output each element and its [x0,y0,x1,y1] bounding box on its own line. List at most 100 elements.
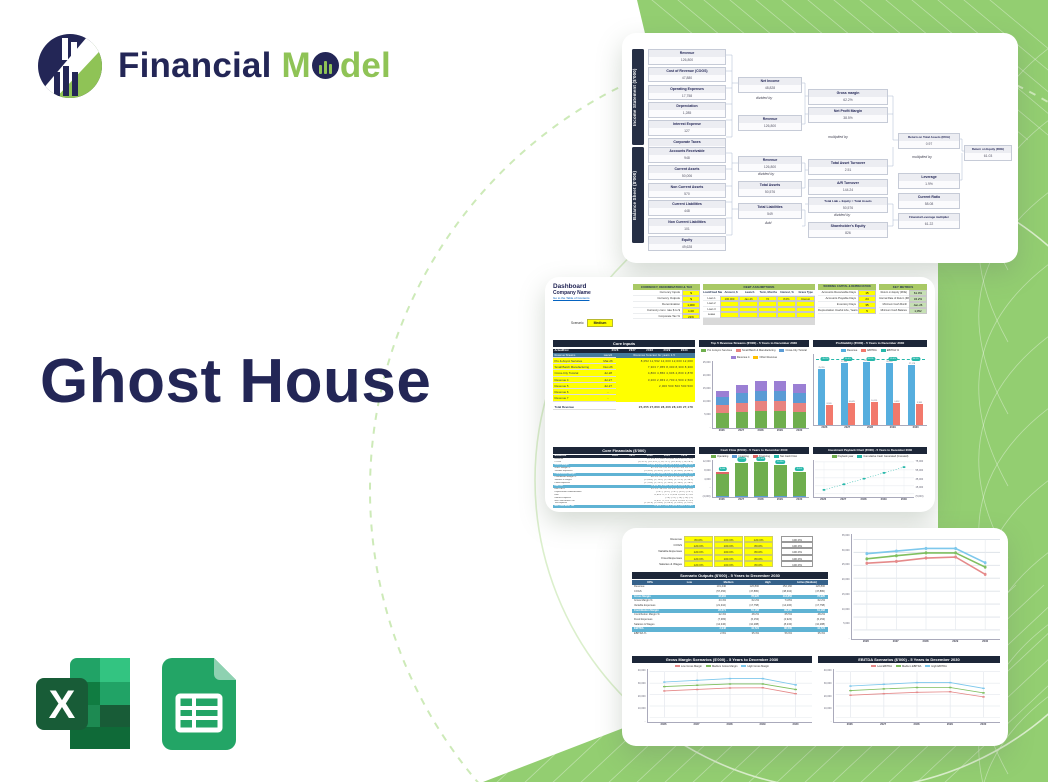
legend-swatch [710,455,716,458]
legend-item: High Gross Margin [741,665,769,668]
legend-swatch [857,455,863,458]
operator-multiplied-by: multiplied by [912,155,932,159]
scenario-assumptions-table: Revenue 80.0% 100.0% 120.0% 100.0% COGS 120.0%… [632,536,828,567]
revenue-scenarios-line-chart [851,534,1000,640]
flow-box-total-assets: Total Assets 50,576 [738,181,802,197]
flow-box-leverage: Leverage 1.9% [898,173,960,189]
scenario-value-chip: Medium [586,319,614,327]
debt-table-row: Loan 1 100,000 Jan-26 72 8.0% Interest [703,295,815,302]
assumption-row: Revenue 80.0% 100.0% 120.0% 100.0% [632,536,828,543]
top5-stacked-bar-chart [712,361,809,429]
flow-box-total-liab-equity: Total Liab + Equity = Total Assets 50,576 [808,197,888,213]
payback-line-chart [813,460,914,498]
google-sheets-icon [162,657,236,750]
scenario-outputs-row: Gross Margin 43,984 78,920 113,856 78,920 [632,594,828,600]
legend-item: Other Revenue [753,356,777,359]
svg-text:X: X [49,683,76,727]
debt-table-spacer [703,318,815,326]
logo-o-icon [311,52,339,79]
assumption-row: COGS 120.0% 100.0% 80.0% 100.0% [632,542,828,549]
screenshot-scenarios: Revenue 80.0% 100.0% 120.0% 100.0% COGS 120.0%… [622,528,1008,746]
legend-item: Cross-City Tutorial [779,349,807,352]
assumption-row: Salaries & Wages 120.0% 100.0% 80.0% 100.0% [632,560,828,567]
flow-box-current-ratio: Current Ratio 58.08 [898,193,960,209]
top5-header: Top 5 Revenue Streams ($'000) - 5 Years … [699,340,809,347]
income-statement-sidebar: Income Statement ($'000) [632,49,644,145]
flow-box: Accounts Receivable 948 [648,147,726,163]
panel-row: Currency Outputs $ [633,295,700,302]
legend-swatch [831,455,837,458]
core-inputs-row: Revenue 5 Jul-27 2,000 500 500 500 500 [553,382,695,390]
company-name: Company Name [553,290,591,296]
scenario-outputs-row: Contribution Margin % 22.4% 48.2% 65.5% 48.2… [634,613,825,617]
flow-box-revenue-bs: Revenue 126,800 [738,156,802,172]
logo-icon [36,32,104,100]
legend-item: Cumulative Cash Generated (Invested) [857,455,908,458]
legend-swatch [732,455,738,458]
gross-margin-line-chart [647,669,812,723]
gross-margin-y-axis: 40,000 30,000 20,000 10,000- [637,669,646,723]
panel-working-capital: WORKING CAPITAL & DEPRECIATION Accounts … [818,284,876,314]
operator-divided-by: divided by [756,96,773,100]
flow-box-net-profit-margin: Net Profit Margin 38.5% [808,107,888,123]
scenario-outputs-row: Variable Expenses (21,310) (17,758) (14,206… [634,603,825,607]
profitability-chart-block: Revenue EBITDA EBITDA % 25,355 8,920 27,860 1… [813,349,927,429]
legend-swatch [736,349,741,352]
legend-swatch [705,664,711,668]
flow-box: Non Current Assets 570 [648,182,726,199]
legend-swatch [896,664,902,668]
core-inputs-subheader: Revenue Streams Launch Revenue forecast … [553,352,695,358]
core-financials-row: COGS (9,575) (10,521) (10,727) (10,623) (… [554,461,693,464]
brand-word-financial: Financial [118,46,272,85]
top5-x-axis: 2026 2027 2028 2029 2030 [718,429,803,432]
panel-currency: CURRENCY, DENOMINATION & TAX Currency In… [633,284,700,320]
core-financials-row: Depreciation & Amortisation (257) (257) (… [554,490,693,493]
core-inputs-row: Revenue 7- [553,395,695,402]
flow-box: Cost of Revenue (COGS) 47,880 [648,66,726,83]
screenshot-dupont-analysis: Income Statement ($'000) Balance Sheet (… [622,33,1018,263]
legend-item: Revenue 4 [730,356,749,359]
scenario-outputs-table: KPIs Low Medium High Active (Medium) Revenue… [632,580,828,637]
payback-y-axis: 75,000 55,000 35,000 15,000 (5,000) [915,460,924,498]
cashflow-header: Cash Flow ($'000) - 5 Years to December … [699,447,809,454]
core-inputs-row: Revenue 6- [553,389,695,396]
cashflow-y-axis: 12,000 8,000 4,000- (4,000) [702,460,711,498]
balance-sheet-boxes: Accounts Receivable 948 Current Assets 50,0… [648,147,726,252]
core-financials-header: Core Financials ($'000) [553,447,695,454]
core-inputs-row: Pro & Async Services Mar-26 8,052 11,592 1… [553,357,695,364]
revenue-scenarios-x-axis: 2026 2027 2028 2029 2030 [862,640,989,643]
scenario-outputs-header: Scenario Outputs ($'000) - 5 Years to De… [632,572,828,579]
scenario-outputs-row: COGS (57,456) (47,880) (38,304) (47,880) [634,589,825,593]
legend-item: Pro & Async Services [701,349,732,352]
operator-divided-by: divided by [758,172,775,176]
scenario-outputs-colheader: KPIs Low Medium High Active (Medium) [632,580,828,586]
scenario-selector: Scenario Medium [571,319,614,327]
ebitda-line-chart [833,669,1000,723]
legend-swatch [701,349,707,352]
core-financials-row: EBITDA % 35.2% 36.0% 35.9% 35.4% 34.5% [554,487,693,490]
flow-box: Depreciation 1,285 [648,102,726,118]
screenshot-dashboard: Dashboard Company Name Go to the Table o… [545,277,935,512]
legend-swatch [779,349,785,352]
payback-header: Investment Payback Chart ($'000) - 5 Yea… [813,447,927,454]
panel-row: Depreciation Useful Life, Years 5 [818,307,876,314]
cashflow-chart-block: Operating InvestingFinancing Net Cash Flow… [699,455,809,501]
core-financials-row: EBIT 8,663 9,772 9,934 9,695 9,128 [554,493,693,496]
legend-item: Low EBITDA [871,665,892,668]
legend-item: Low Gross Margin [674,665,702,668]
operator-add: Add [765,221,772,225]
core-financials-row: Salaries & Wages (2,080) (2,142) (2,206) … [554,478,693,481]
core-financials-row: Variable Expenses (3,550) (3,901) (3,977)… [554,470,693,473]
cashflow-legend: Operating InvestingFinancing Net Cash Flow [699,455,809,458]
scenario-outputs-row: Gross Margin % 43.4% 62.2% 74.8% 62.2% [634,599,825,603]
legend-item: EBITDA [861,349,877,352]
flow-box-gross-margin: Gross margin 62.2% [808,89,888,105]
legend-swatch [871,664,877,668]
page-title: Ghost House [40,347,432,416]
core-inputs-row: Cross-City Tutorial Jul-28 4,800 4,850 4,9… [553,370,695,377]
legend-item: High EBITDA [925,665,947,668]
flow-box: Current Liabilities 448 [648,200,726,216]
